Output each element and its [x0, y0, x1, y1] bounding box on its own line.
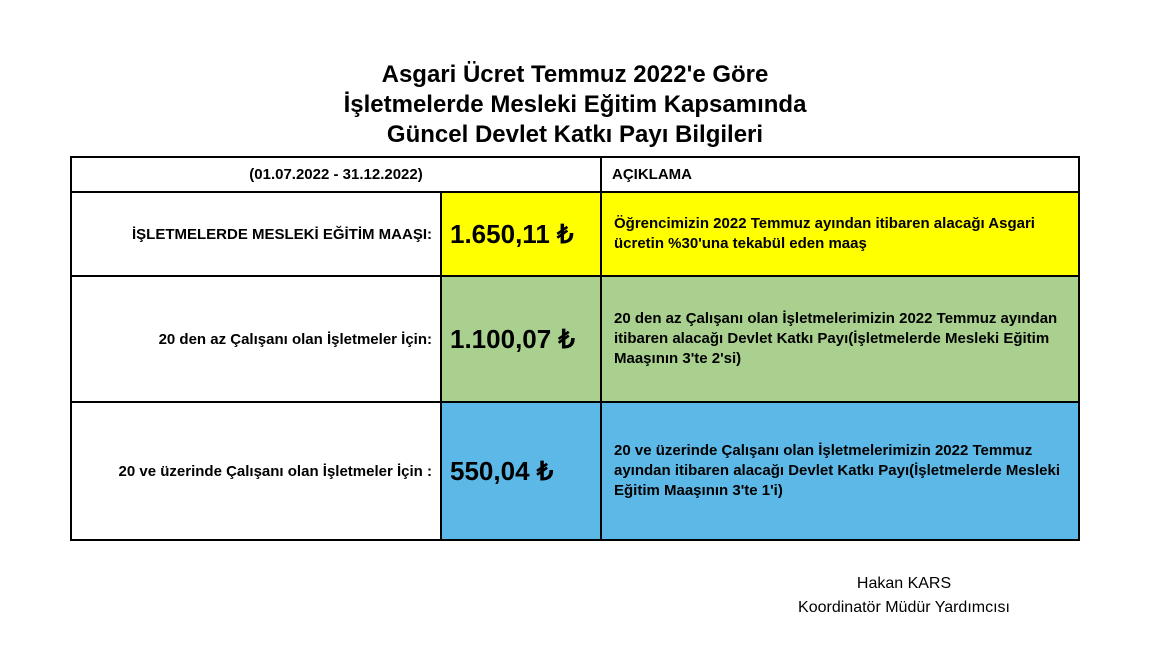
row-description: 20 ve üzerinde Çalışanı olan İşletmeleri…: [601, 402, 1079, 540]
signatory-name: Hakan KARS: [798, 572, 1010, 596]
table-row: 20 ve üzerinde Çalışanı olan İşletmeler …: [71, 402, 1079, 540]
title-line-2: İşletmelerde Mesleki Eğitim Kapsamında: [70, 90, 1080, 120]
document-page: Asgari Ücret Temmuz 2022'e Göre İşletmel…: [0, 0, 1150, 646]
header-description-label: AÇIKLAMA: [601, 157, 1079, 192]
row-amount: 1.650,11 ₺: [441, 192, 601, 276]
title-line-3: Güncel Devlet Katkı Payı Bilgileri: [70, 120, 1080, 150]
title-block: Asgari Ücret Temmuz 2022'e Göre İşletmel…: [70, 60, 1080, 150]
row-amount: 550,04 ₺: [441, 402, 601, 540]
title-line-1: Asgari Ücret Temmuz 2022'e Göre: [70, 60, 1080, 90]
contribution-table: (01.07.2022 - 31.12.2022) AÇIKLAMA İŞLET…: [70, 156, 1080, 541]
signature-block: Hakan KARS Koordinatör Müdür Yardımcısı: [798, 572, 1010, 620]
row-label: İŞLETMELERDE MESLEKİ EĞİTİM MAAŞI:: [71, 192, 441, 276]
signatory-role: Koordinatör Müdür Yardımcısı: [798, 596, 1010, 620]
table-row: 20 den az Çalışanı olan İşletmeler İçin:…: [71, 276, 1079, 402]
row-label: 20 ve üzerinde Çalışanı olan İşletmeler …: [71, 402, 441, 540]
row-amount: 1.100,07 ₺: [441, 276, 601, 402]
row-description: Öğrencimizin 2022 Temmuz ayından itibare…: [601, 192, 1079, 276]
header-period: (01.07.2022 - 31.12.2022): [71, 157, 601, 192]
row-label: 20 den az Çalışanı olan İşletmeler İçin:: [71, 276, 441, 402]
table-row: İŞLETMELERDE MESLEKİ EĞİTİM MAAŞI: 1.650…: [71, 192, 1079, 276]
row-description: 20 den az Çalışanı olan İşletmelerimizin…: [601, 276, 1079, 402]
table-header-row: (01.07.2022 - 31.12.2022) AÇIKLAMA: [71, 157, 1079, 192]
